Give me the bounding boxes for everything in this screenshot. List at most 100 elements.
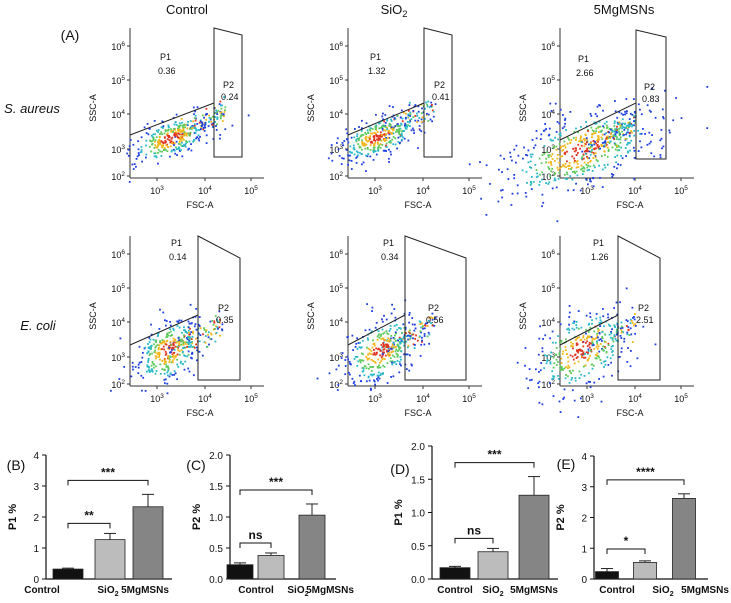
y-axis-label: P2 % [191, 504, 203, 531]
gate1-name: P1 [383, 238, 394, 248]
y-axis-label: SSC-A [518, 302, 528, 330]
category-label-2: 5MgMSNs [306, 585, 354, 596]
gate1-value: 0.36 [158, 66, 176, 76]
y-tick-label: 105 [541, 283, 555, 294]
y-tick-label: 106 [541, 41, 555, 52]
significance-bracket-1: ** [67, 508, 111, 529]
column-title-2: 5MgMSNs [594, 2, 655, 17]
y-tick-label: 4 [581, 452, 587, 463]
y-tick-label: 2.0 [411, 442, 425, 453]
x-axis-label: FSC-A [187, 408, 214, 418]
gate-p2 [213, 27, 243, 158]
gate-p2 [404, 235, 467, 381]
panel-label: (D) [390, 461, 409, 477]
column-title-1: SiO2 [381, 2, 408, 19]
y-tick-label: 0 [581, 575, 587, 586]
bar-chart-d: (D) 0.0 0.5 1.0 1.5 2.0 P1 % Control SiO2 5MgMSNs… [390, 442, 558, 598]
x-tick-label: 105 [462, 393, 476, 404]
category-label-1: SiO2 [652, 585, 673, 598]
y-tick-label: 104 [329, 109, 343, 120]
dot-cloud [516, 287, 657, 418]
panel-label: (C) [186, 457, 205, 473]
bar-2 [518, 494, 550, 580]
gate-p2 [423, 27, 453, 158]
gate2-value: 2.51 [636, 315, 654, 325]
x-axis-label: FSC-A [617, 200, 644, 210]
bar-2 [672, 498, 696, 580]
y-tick-label: 106 [111, 249, 125, 260]
gate-p2 [197, 235, 241, 381]
x-tick-label: 104 [416, 393, 430, 404]
y-tick-label: 106 [329, 249, 343, 260]
y-tick-label: 103 [329, 352, 343, 363]
gate1-value: 0.34 [381, 252, 399, 262]
gate1-name: P1 [578, 54, 589, 64]
y-tick-label: 0.0 [411, 575, 425, 586]
gate-p1-boundary [129, 314, 199, 346]
x-axis-label: FSC-A [187, 200, 214, 210]
y-tick-label: 2 [33, 513, 39, 524]
row-label-e-coli: E. coli [20, 318, 57, 333]
bar-1 [257, 555, 285, 580]
significance-bracket-1: ns [239, 528, 272, 548]
bar-2 [132, 506, 164, 580]
bar-1 [477, 551, 509, 580]
significance-label-2: *** [101, 465, 115, 479]
flow-plot-1-1: 102 103 104 105 106 103 104 105 FSC-A SSC-A P1 0.34… [306, 235, 482, 418]
y-tick-label: 106 [329, 41, 343, 52]
y-tick-label: 0.5 [209, 544, 223, 555]
gate2-name: P2 [434, 80, 445, 90]
y-tick-label: 4 [33, 451, 39, 462]
y-tick-label: 103 [111, 352, 125, 363]
x-tick-label: 104 [198, 393, 212, 404]
y-tick-label: 1 [33, 544, 39, 555]
y-tick-label: 1.0 [209, 513, 223, 524]
x-tick-label: 104 [198, 185, 212, 196]
x-tick-label: 104 [628, 393, 642, 404]
bar-1 [94, 539, 126, 580]
x-axis-label: FSC-A [405, 200, 432, 210]
y-tick-label: 104 [541, 317, 555, 328]
significance-bracket-2: *** [239, 475, 313, 495]
gate2-value: 0.24 [221, 92, 239, 102]
panel-label: (B) [7, 457, 26, 473]
y-tick-label: 0 [33, 575, 39, 586]
category-label-1: SiO2 [482, 585, 503, 598]
gate1-name: P1 [593, 238, 604, 248]
x-tick-label: 104 [416, 185, 430, 196]
x-tick-label: 103 [580, 185, 594, 196]
gate-p1-boundary [347, 314, 406, 346]
y-tick-label: 2 [581, 514, 587, 525]
y-tick-label: 102 [541, 379, 555, 390]
dot-cloud [316, 299, 437, 391]
x-tick-label: 105 [674, 185, 688, 196]
bar-1 [633, 561, 657, 580]
panel-label-a: (A) [61, 27, 80, 43]
bar-0 [52, 568, 84, 580]
category-label-1: SiO2 [97, 585, 118, 598]
y-tick-label: 103 [541, 352, 555, 363]
y-axis-label: SSC-A [88, 302, 98, 330]
x-tick-label: 104 [628, 185, 642, 196]
gate1-name: P1 [160, 52, 171, 62]
significance-label-1: * [624, 534, 629, 548]
bar-0 [595, 571, 619, 580]
y-tick-label: 106 [541, 249, 555, 260]
dot-cloud [110, 303, 224, 395]
category-label-2: 5MgMSNs [681, 585, 729, 596]
category-label-0: Control [24, 585, 60, 596]
x-axis-label: FSC-A [405, 408, 432, 418]
gate-p1-boundary [129, 102, 215, 136]
x-tick-label: 103 [580, 393, 594, 404]
bar-chart-c: (C) 0.0 0.5 1.0 1.5 2.0 P2 % Control SiO25MgMSNs… [186, 451, 354, 598]
significance-bracket-2: **** [606, 465, 685, 485]
gate2-name: P2 [644, 82, 655, 92]
y-axis-label: SSC-A [306, 302, 316, 330]
gate1-value: 1.32 [368, 66, 386, 76]
gate-p2 [617, 235, 661, 381]
y-tick-label: 104 [329, 317, 343, 328]
gate2-value: 0.41 [432, 92, 450, 102]
category-label-2: 5MgMSNs [510, 585, 558, 596]
